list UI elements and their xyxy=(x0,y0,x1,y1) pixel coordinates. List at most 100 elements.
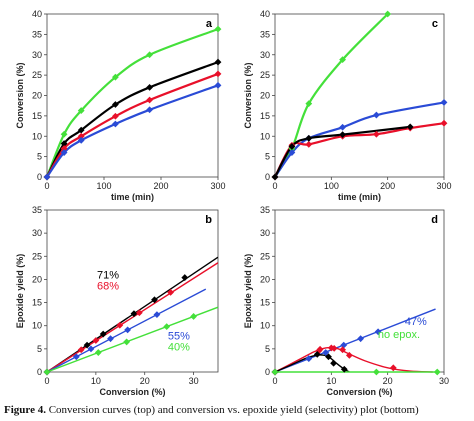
data-point-red xyxy=(77,132,85,140)
panel-c: 0 5 10 15 20 25 30 35 40 0 100 200 300 time (min) Conv… xyxy=(243,9,452,202)
data-point-black xyxy=(83,341,91,349)
data-point-black xyxy=(330,359,337,367)
y-tick-label: 5 xyxy=(265,344,270,354)
data-point-blue xyxy=(340,341,348,349)
data-point-green xyxy=(305,100,313,108)
data-point-blue xyxy=(77,136,85,144)
data-point-green xyxy=(384,10,392,18)
data-point-black xyxy=(406,123,414,131)
data-point-black xyxy=(340,365,348,373)
panel-letter: c xyxy=(432,18,438,30)
data-point-blue xyxy=(440,99,448,106)
data-point-black xyxy=(99,330,107,338)
annotation-black: 71% xyxy=(97,270,119,282)
data-point-red xyxy=(146,96,153,104)
data-point-black xyxy=(77,126,85,134)
data-point-green xyxy=(433,368,441,376)
data-point-black xyxy=(305,134,313,142)
data-point-red xyxy=(389,364,397,372)
annotation-blue: 47% xyxy=(405,316,427,328)
data-point-black xyxy=(130,310,138,318)
y-tick-label: 10 xyxy=(32,321,42,331)
x-tick-label: 30 xyxy=(439,376,449,386)
data-point-blue xyxy=(124,326,132,334)
x-tick-label: 100 xyxy=(96,181,111,191)
panel-letter: a xyxy=(206,18,213,30)
annotation-blue: 55% xyxy=(168,331,190,343)
data-point-blue xyxy=(214,81,222,89)
y-tick-label: 15 xyxy=(32,111,42,121)
y-tick-label: 15 xyxy=(32,298,42,308)
y-tick-label: 35 xyxy=(260,205,270,215)
data-point-black xyxy=(214,58,222,66)
y-tick-label: 10 xyxy=(260,321,270,331)
x-tick-label: 200 xyxy=(153,181,168,191)
y-tick-label: 0 xyxy=(265,367,270,377)
data-point-green xyxy=(373,368,380,376)
data-point-black xyxy=(313,351,321,358)
data-point-black xyxy=(60,140,68,147)
panel-b: 0 5 10 15 20 25 30 35 0 10 20 30 Conversion (%) Epoxi… xyxy=(15,205,219,397)
x-axis-label: time (min) xyxy=(111,192,154,202)
plot-frame xyxy=(274,209,445,373)
series-line-blue xyxy=(47,84,218,178)
y-tick-label: 10 xyxy=(32,131,42,141)
data-point-black xyxy=(146,83,153,91)
panel-a: 0 5 10 15 20 25 30 35 40 0 100 200 300 time (min) Conv… xyxy=(15,9,226,202)
x-tick-label: 300 xyxy=(210,181,225,191)
data-point-black xyxy=(271,173,279,181)
y-tick-label: 5 xyxy=(37,152,42,162)
annotation-green: 40% xyxy=(168,342,190,354)
data-point-red xyxy=(116,321,124,329)
x-tick-label: 30 xyxy=(189,376,199,386)
y-tick-label: 35 xyxy=(260,29,270,39)
data-area xyxy=(275,13,444,178)
x-tick-label: 100 xyxy=(324,181,339,191)
data-point-red xyxy=(305,141,313,148)
data-point-red xyxy=(316,345,324,353)
data-point-red xyxy=(112,112,119,120)
plot-frame xyxy=(46,209,219,373)
y-tick-label: 35 xyxy=(32,205,42,215)
x-tick-label: 20 xyxy=(140,376,150,386)
y-tick-label: 15 xyxy=(260,298,270,308)
x-axis-label: Conversion (%) xyxy=(99,387,165,397)
data-point-blue xyxy=(153,311,161,319)
data-point-blue xyxy=(373,111,380,119)
y-tick-label: 30 xyxy=(32,50,42,60)
caption-text: Conversion curves (top) and conversion v… xyxy=(48,404,419,416)
data-point-blue xyxy=(72,353,80,361)
y-axis-label: Epoxide yield (%) xyxy=(15,254,25,329)
data-point-black xyxy=(325,353,332,361)
data-point-black xyxy=(181,274,189,281)
y-tick-label: 35 xyxy=(32,29,42,39)
figure-caption: Figure 4. Conversion curves (top) and co… xyxy=(4,404,472,420)
y-tick-label: 25 xyxy=(32,70,42,80)
x-tick-label: 300 xyxy=(436,181,451,191)
data-point-green xyxy=(339,56,346,64)
series-line-red xyxy=(47,72,218,178)
data-point-red xyxy=(60,145,68,152)
y-tick-label: 25 xyxy=(32,251,42,261)
data-point-red xyxy=(92,337,100,344)
y-tick-label: 25 xyxy=(260,70,270,80)
y-tick-label: 40 xyxy=(260,9,270,19)
data-point-green xyxy=(146,51,153,59)
y-tick-label: 20 xyxy=(32,274,42,284)
data-point-red xyxy=(373,130,380,138)
y-tick-label: 40 xyxy=(32,9,42,19)
data-point-blue xyxy=(146,106,153,114)
caption-label: Figure 4. xyxy=(4,404,46,416)
fit-line-red xyxy=(47,262,218,373)
x-tick-label: 20 xyxy=(383,376,393,386)
data-point-red xyxy=(330,344,338,352)
y-axis-label: Conversion (%) xyxy=(15,62,25,128)
y-tick-label: 20 xyxy=(32,91,42,101)
panel-letter: b xyxy=(205,214,212,226)
series-line-red xyxy=(275,122,444,178)
annotation-green: no epox. xyxy=(378,329,420,341)
panel-d: 0 5 10 15 20 25 30 35 0 10 20 30 Conversion (%) Epoxi… xyxy=(243,205,449,397)
series-line-green xyxy=(47,28,218,178)
y-tick-label: 5 xyxy=(37,344,42,354)
